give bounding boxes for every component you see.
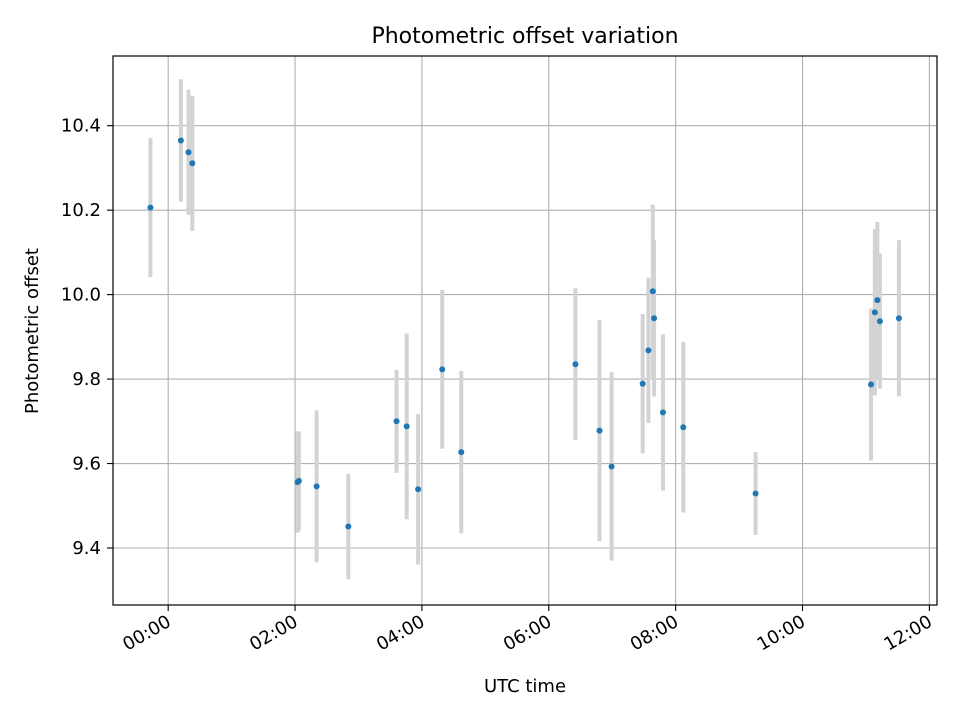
data-point	[439, 366, 446, 373]
data-point	[572, 361, 579, 368]
data-point	[596, 427, 603, 434]
data-point	[415, 486, 422, 493]
data-point	[147, 204, 154, 211]
data-point	[403, 423, 410, 430]
data-point	[639, 380, 646, 387]
data-point	[458, 449, 465, 456]
data-point	[608, 463, 615, 470]
data-point	[185, 149, 192, 156]
y-tick-label: 10.4	[61, 116, 101, 137]
y-tick-label: 9.6	[72, 454, 101, 475]
data-point	[659, 409, 666, 416]
y-tick-label: 9.4	[72, 538, 101, 559]
y-axis-label: Photometric offset	[22, 248, 43, 414]
data-point	[874, 297, 881, 304]
data-point	[177, 137, 184, 144]
data-point	[393, 418, 400, 425]
y-tick-label: 10.2	[61, 200, 101, 221]
x-axis-label: UTC time	[484, 676, 566, 697]
plot-frame	[112, 55, 938, 606]
data-point	[876, 318, 883, 325]
chart-title: Photometric offset variation	[371, 24, 678, 49]
y-tick-label: 9.8	[72, 369, 101, 390]
data-point	[189, 160, 196, 167]
y-tick-label: 10.0	[61, 285, 101, 306]
grid	[113, 56, 937, 605]
data-point	[645, 347, 652, 354]
data-point	[895, 315, 902, 322]
data-point	[868, 381, 875, 388]
data-point	[295, 477, 302, 484]
data-point	[651, 315, 658, 322]
data-point	[649, 288, 656, 295]
data-point	[680, 424, 687, 431]
data-point	[313, 483, 320, 490]
data-point	[752, 490, 759, 497]
data-point	[345, 523, 352, 530]
y-axis: 9.4 9.6 9.8 10.0 10.2 10.4	[61, 116, 113, 559]
data-points	[147, 137, 902, 530]
data-point	[871, 309, 878, 316]
